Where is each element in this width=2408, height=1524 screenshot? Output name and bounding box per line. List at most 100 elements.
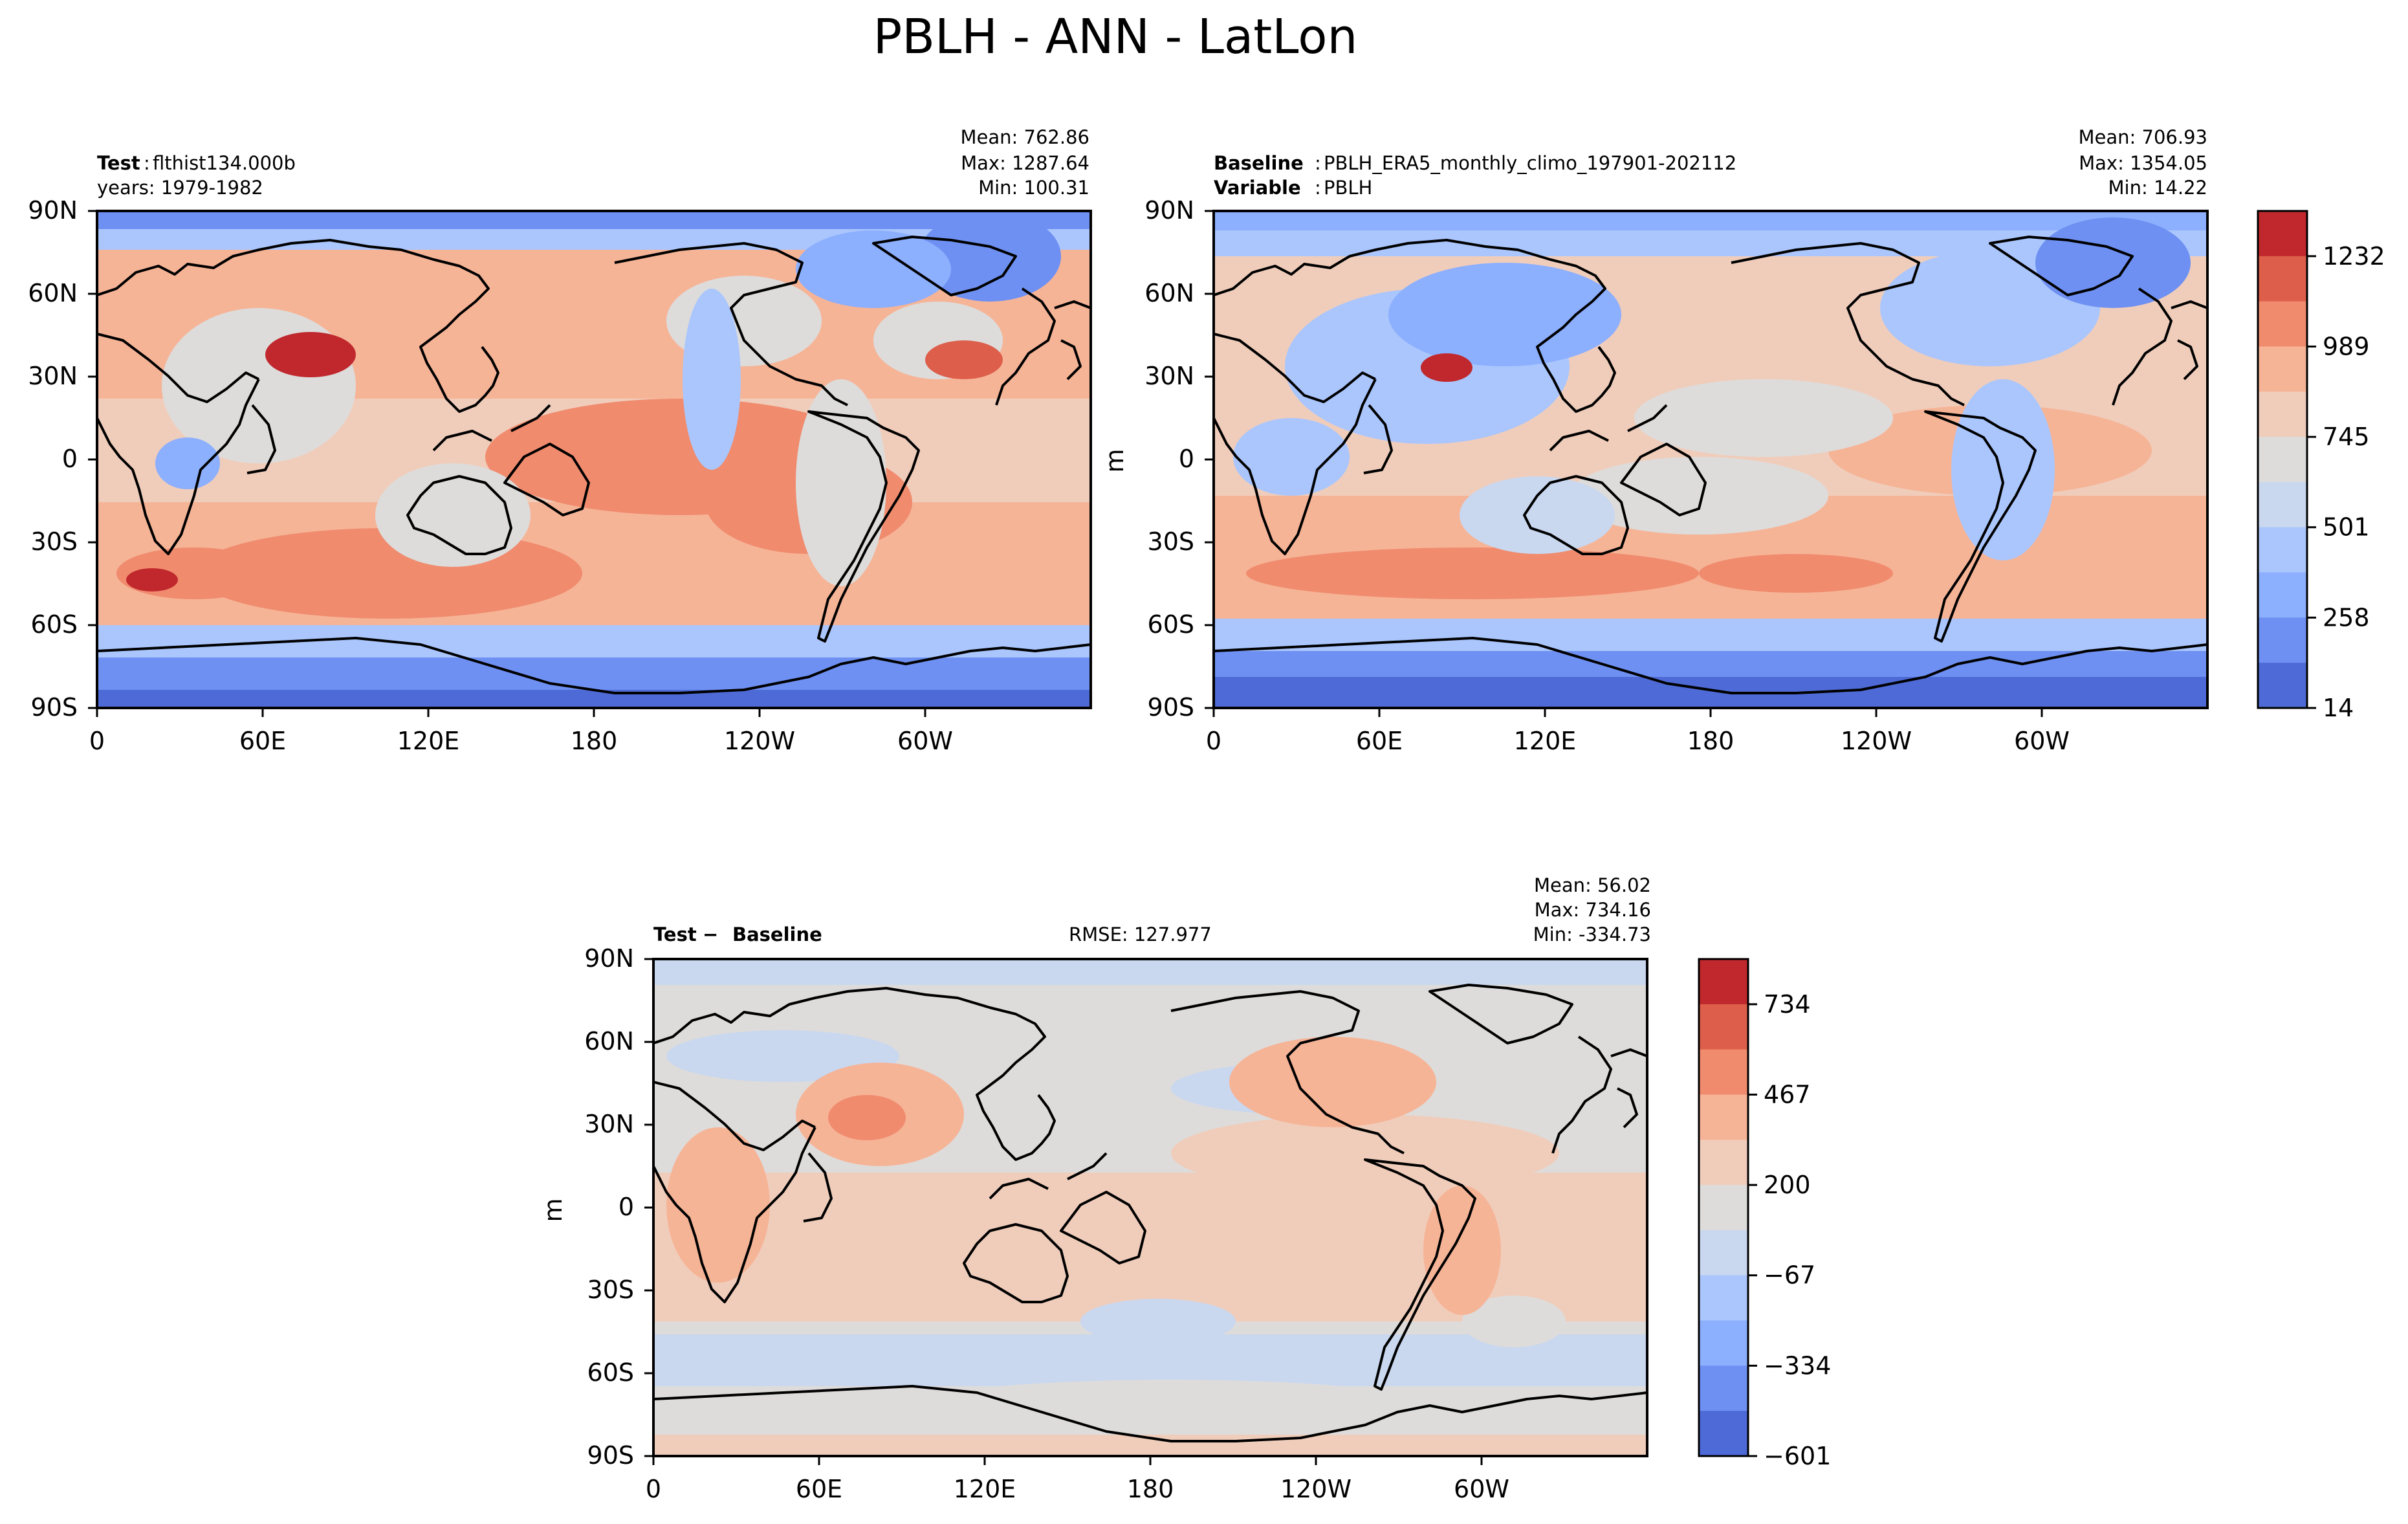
test-label-bold: Test	[97, 152, 140, 174]
diff-lon-tick-180: 180	[1127, 1475, 1174, 1503]
main-colorbar: 1232 989 745 501 258 14	[2257, 210, 2385, 722]
diff-lon-tick-0: 0	[646, 1475, 661, 1503]
diff-colorbar-level-1	[1699, 1004, 1748, 1050]
baseline-lat-tick-0: 0	[1179, 445, 1194, 473]
baseline-lat-tick-60n: 60N	[1144, 279, 1194, 307]
baseline-lon-tick-0: 0	[1206, 727, 1221, 755]
baseline-lon-axis: 0 60E 120E 180 120W 60W	[1206, 708, 2070, 755]
diff-min: Min: -334.73	[1533, 923, 1651, 945]
baseline-lat-axis: 90N 60N 30N 0 30S 60S 90S	[1144, 196, 1214, 722]
baseline-lat-tick-60s: 60S	[1148, 610, 1194, 639]
test-lat-tick-90n: 90N	[28, 196, 78, 225]
main-colorbar-level-3	[2258, 346, 2307, 392]
diff-label-test: Test	[653, 923, 697, 945]
diff-lat-tick-30s: 30S	[587, 1276, 634, 1304]
diff-lat-tick-30n: 30N	[584, 1110, 634, 1138]
diff-lon-tick-120e: 120E	[954, 1475, 1016, 1503]
baseline-lon-tick-120e: 120E	[1514, 727, 1577, 755]
test-lat-tick-60s: 60S	[31, 610, 78, 639]
baseline-min: Min: 14.22	[2108, 177, 2207, 199]
main-colorbar-tick-label: 745	[2323, 423, 2370, 451]
main-colorbar-level-4	[2258, 392, 2307, 437]
baseline-variable-sep: :	[1315, 177, 1321, 199]
main-colorbar-level-5	[2258, 437, 2307, 483]
main-colorbar-level-9	[2258, 617, 2307, 663]
diff-colorbar-tick-label: −334	[1764, 1351, 1831, 1380]
test-lat-axis: 90N 60N 30N 0 30S 60S 90S	[28, 196, 97, 722]
main-colorbar-level-7	[2258, 527, 2307, 573]
test-lon-axis: 0 60E 120E 180 120W 60W	[89, 708, 953, 755]
baseline-lon-tick-180: 180	[1687, 727, 1735, 755]
main-colorbar-tick-label: 989	[2323, 332, 2370, 360]
diff-colorbar-level-2	[1699, 1049, 1748, 1095]
baseline-variable-value: PBLH	[1324, 177, 1372, 199]
test-lon-tick-60w: 60W	[897, 727, 953, 755]
test-lat-tick-30n: 30N	[28, 362, 78, 390]
diff-lat-tick-0: 0	[618, 1193, 634, 1221]
baseline-mean: Mean: 706.93	[2079, 126, 2207, 148]
diff-colorbar-level-7	[1699, 1275, 1748, 1321]
diff-colorbar-tick-label: 467	[1764, 1080, 1811, 1109]
diff-colorbar-tick-label: 200	[1764, 1171, 1811, 1199]
test-lon-tick-180: 180	[571, 727, 618, 755]
diff-colorbar: 734 467 200 −67 −334 −601	[1698, 958, 1831, 1470]
main-colorbar-level-2	[2258, 301, 2307, 347]
test-lon-tick-120e: 120E	[397, 727, 460, 755]
main-colorbar-level-8	[2258, 572, 2307, 618]
diff-colorbar-level-6	[1699, 1230, 1748, 1276]
baseline-lat-tick-30n: 30N	[1144, 362, 1194, 390]
diff-colorbar-frame	[1698, 958, 1749, 1457]
diff-map: 90N 60N 30N 0 30S 60S 90S 0 60E 120E 180…	[584, 944, 1648, 1503]
diff-colorbar-tick-label: −601	[1764, 1442, 1831, 1470]
main-colorbar-level-1	[2258, 256, 2307, 302]
main-colorbar-tick-label: 14	[2323, 694, 2354, 722]
diff-colorbar-level-0	[1699, 959, 1748, 1005]
diff-label-minus: −	[703, 923, 718, 945]
main-colorbar-tick-label: 501	[2323, 513, 2370, 542]
diff-ylabel: m	[539, 1198, 567, 1222]
diff-colorbar-tick-label: −67	[1764, 1261, 1815, 1290]
main-colorbar-tick-label: 258	[2323, 603, 2370, 632]
diff-colorbar-level-3	[1699, 1094, 1748, 1140]
test-lon-tick-0: 0	[89, 727, 105, 755]
main-colorbar-level-0	[2258, 211, 2307, 257]
figure-title: PBLH - ANN - LatLon	[873, 9, 1358, 65]
baseline-variable-bold: Variable	[1214, 177, 1301, 199]
baseline-label-sep: :	[1315, 152, 1321, 174]
test-lon-tick-60e: 60E	[239, 727, 286, 755]
diff-lon-tick-60e: 60E	[796, 1475, 842, 1503]
baseline-lon-tick-120w: 120W	[1841, 727, 1912, 755]
diff-lat-tick-60n: 60N	[584, 1027, 634, 1055]
main-colorbar-level-10	[2258, 663, 2307, 709]
baseline-max: Max: 1354.05	[2079, 152, 2207, 174]
main-colorbar-level-6	[2258, 481, 2307, 528]
test-mean: Mean: 762.86	[961, 126, 1089, 148]
diff-label-baseline: Baseline	[732, 923, 822, 945]
baseline-lat-tick-90s: 90S	[1148, 693, 1194, 722]
test-label-sep: :	[144, 152, 150, 174]
diff-colorbar-level-9	[1699, 1365, 1748, 1411]
test-lat-tick-0: 0	[62, 445, 78, 473]
diff-mean: Mean: 56.02	[1534, 874, 1651, 896]
diff-colorbar-level-4	[1699, 1140, 1748, 1186]
diff-lat-tick-90s: 90S	[587, 1441, 634, 1470]
diff-rmse: RMSE: 127.977	[1069, 923, 1212, 945]
diff-colorbar-level-8	[1699, 1320, 1748, 1366]
baseline-label-bold: Baseline	[1214, 152, 1304, 174]
test-label-years: years: 1979-1982	[97, 177, 263, 199]
baseline-label-file: PBLH_ERA5_monthly_climo_197901-202112	[1324, 152, 1736, 174]
diff-lon-tick-120w: 120W	[1280, 1475, 1352, 1503]
baseline-lat-tick-30s: 30S	[1148, 527, 1194, 556]
diff-lat-tick-60s: 60S	[587, 1358, 634, 1387]
diff-colorbar-level-10	[1699, 1411, 1748, 1457]
test-lat-tick-90s: 90S	[31, 693, 78, 722]
main-colorbar-tick-label: 1232	[2323, 242, 2385, 271]
test-lon-tick-120w: 120W	[724, 727, 795, 755]
diff-lat-axis: 90N 60N 30N 0 30S 60S 90S	[584, 944, 653, 1470]
diff-panel: Test − Baseline RMSE: 127.977 Mean: 56.0…	[539, 874, 1651, 1503]
diff-colorbar-tick-label: 734	[1764, 990, 1811, 1019]
main-colorbar-frame	[2257, 210, 2308, 709]
test-min: Min: 100.31	[978, 177, 1089, 199]
diff-lat-tick-90n: 90N	[584, 944, 634, 973]
test-lat-tick-30s: 30S	[31, 527, 78, 556]
